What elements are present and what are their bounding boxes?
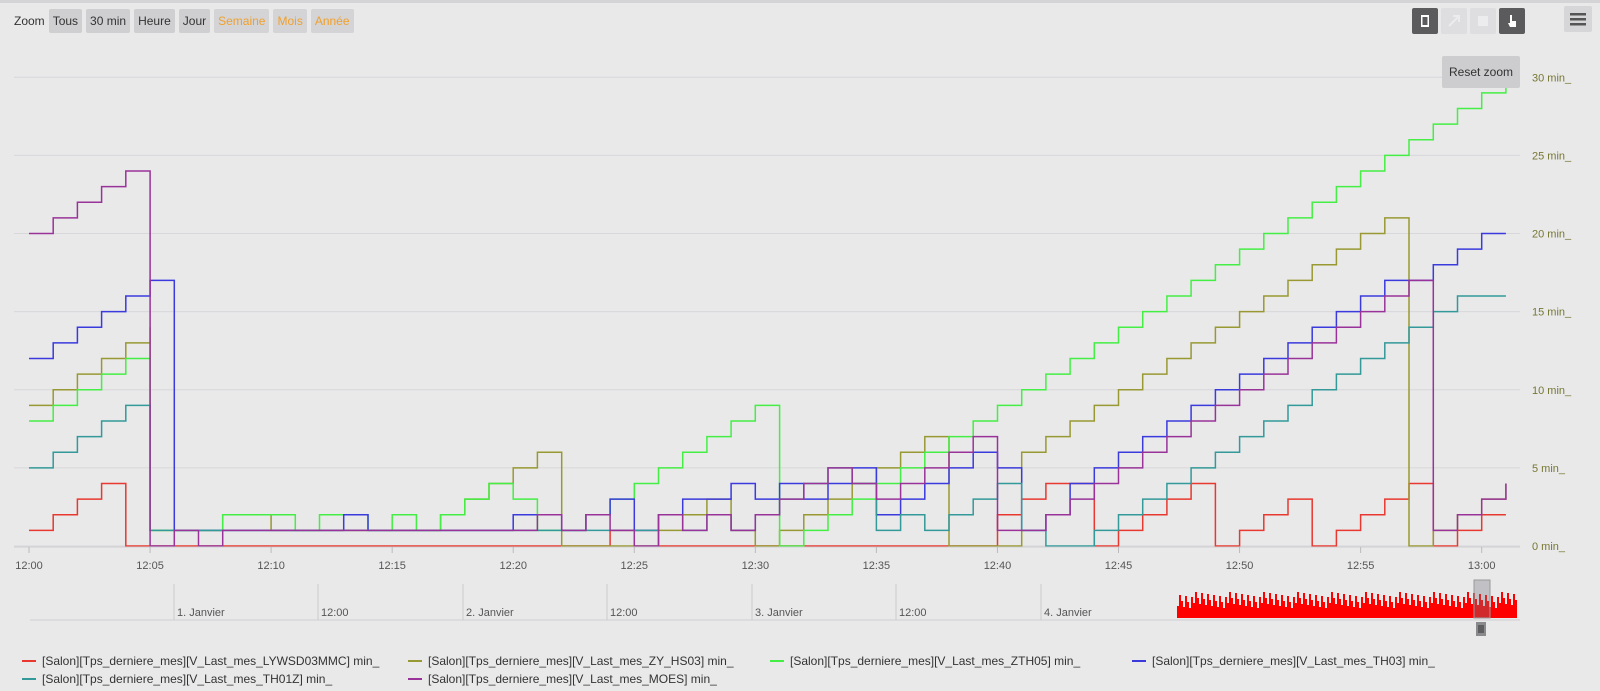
y-tick-label: 30 min_ (1532, 72, 1572, 84)
legend-label: [Salon][Tps_derniere_mes][V_Last_mes_MOE… (428, 672, 717, 686)
zoom-button-month[interactable]: Mois (273, 9, 307, 33)
hamburger-menu-icon[interactable] (1564, 6, 1592, 32)
legend-item-0[interactable]: [Salon][Tps_derniere_mes][V_Last_mes_LYW… (22, 654, 379, 668)
legend-item-1[interactable]: [Salon][Tps_derniere_mes][V_Last_mes_ZY_… (408, 654, 734, 668)
zoom-button-year[interactable]: Année (310, 9, 354, 33)
navigator-label: 12:00 (899, 607, 927, 619)
x-tick-label: 12:05 (136, 560, 164, 572)
series-line-3[interactable] (29, 232, 1506, 532)
navigator-series-base (1178, 612, 1516, 618)
x-tick-label: 12:15 (378, 560, 406, 572)
document-icon[interactable] (1412, 8, 1438, 34)
range-selector: Zoom Tous 30 min Heure Jour Semaine Mois… (14, 9, 358, 33)
navigator-label: 1. Janvier (177, 607, 225, 619)
legend-label: [Salon][Tps_derniere_mes][V_Last_mes_LYW… (42, 654, 380, 668)
x-tick-label: 12:50 (1226, 560, 1254, 572)
square-icon[interactable] (1470, 8, 1496, 34)
y-tick-label: 10 min_ (1532, 385, 1572, 397)
legend-item-4[interactable]: [Salon][Tps_derniere_mes][V_Last_mes_TH0… (22, 672, 332, 686)
series-line-1[interactable] (29, 217, 1507, 547)
series-line-0[interactable] (29, 482, 1506, 547)
navigator-selection[interactable] (1473, 579, 1491, 619)
legend-swatch (22, 660, 36, 662)
legend-swatch (22, 678, 36, 680)
y-tick-label: 0 min_ (1532, 541, 1566, 553)
zoom-button-hour[interactable]: Heure (134, 9, 175, 33)
x-tick-label: 12:35 (863, 560, 891, 572)
navigator-label: 3. Janvier (755, 607, 803, 619)
x-tick-label: 13:00 (1468, 560, 1496, 572)
navigator-label: 12:00 (610, 607, 638, 619)
legend-swatch (408, 660, 422, 662)
legend-swatch (1132, 660, 1146, 662)
series-line-4[interactable] (29, 295, 1506, 547)
zoom-label: Zoom (14, 14, 45, 28)
navigator-label: 12:00 (321, 607, 349, 619)
x-tick-label: 12:25 (621, 560, 649, 572)
navigator-label: 4. Janvier (1044, 607, 1092, 619)
top-border (0, 0, 1600, 3)
series-line-2[interactable] (29, 61, 1519, 547)
zoom-button-all[interactable]: Tous (48, 9, 83, 33)
x-tick-label: 12:45 (1105, 560, 1133, 572)
chart-area[interactable]: 12:00 12:05 12:10 12:15 12:20 12:25 12:30 12:35… (0, 0, 1600, 650)
x-tick-label: 12:20 (499, 560, 527, 572)
x-tick-label: 12:40 (984, 560, 1012, 572)
y-tick-label: 15 min_ (1532, 307, 1572, 319)
legend-label: [Salon][Tps_derniere_mes][V_Last_mes_ZTH… (790, 654, 1081, 668)
series-line-5[interactable] (29, 170, 1507, 547)
legend-label: [Salon][Tps_derniere_mes][V_Last_mes_TH0… (1152, 654, 1435, 668)
legend-item-2[interactable]: [Salon][Tps_derniere_mes][V_Last_mes_ZTH… (770, 654, 1080, 668)
arrow-icon[interactable] (1441, 8, 1467, 34)
x-tick-label: 12:10 (257, 560, 285, 572)
x-tick-label: 12:00 (15, 560, 43, 572)
legend-label: [Salon][Tps_derniere_mes][V_Last_mes_ZY_… (428, 654, 734, 668)
y-tick-label: 5 min_ (1532, 463, 1566, 475)
y-tick-label: 20 min_ (1532, 229, 1572, 241)
zoom-button-day[interactable]: Jour (178, 9, 211, 33)
navigator-label: 2. Janvier (466, 607, 514, 619)
legend-swatch (770, 660, 784, 662)
legend-swatch (408, 678, 422, 680)
hand-pointer-icon[interactable] (1499, 8, 1525, 34)
reset-zoom-button[interactable]: Reset zoom (1442, 56, 1520, 88)
x-tick-label: 12:30 (742, 560, 770, 572)
y-tick-label: 25 min_ (1532, 150, 1572, 162)
x-tick-label: 12:55 (1347, 560, 1375, 572)
legend-item-5[interactable]: [Salon][Tps_derniere_mes][V_Last_mes_MOE… (408, 672, 717, 686)
legend-label: [Salon][Tps_derniere_mes][V_Last_mes_TH0… (42, 672, 333, 686)
zoom-button-30min[interactable]: 30 min (86, 9, 131, 33)
zoom-button-week[interactable]: Semaine (214, 9, 270, 33)
legend-item-3[interactable]: [Salon][Tps_derniere_mes][V_Last_mes_TH0… (1132, 654, 1435, 668)
